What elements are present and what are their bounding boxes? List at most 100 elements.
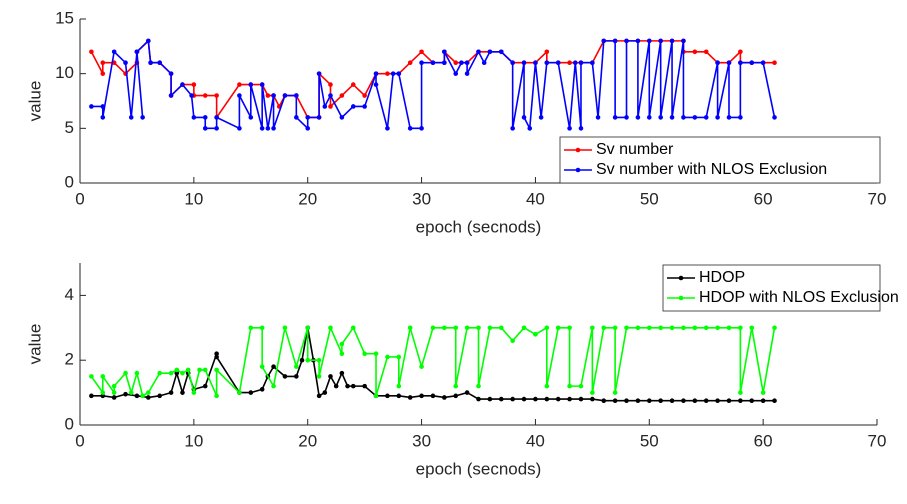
series-marker — [282, 325, 288, 331]
series-marker — [612, 38, 618, 44]
series-marker — [322, 390, 328, 395]
series-marker — [669, 398, 675, 404]
series-marker — [385, 393, 390, 399]
series-marker — [202, 383, 208, 389]
series-marker — [464, 60, 470, 66]
legend-marker — [678, 295, 684, 301]
series-marker — [316, 357, 322, 363]
series-marker — [396, 393, 402, 399]
series-marker — [646, 398, 652, 404]
series-marker — [646, 325, 652, 331]
series-marker — [510, 60, 515, 66]
series-marker — [481, 60, 487, 66]
series-marker — [271, 93, 276, 98]
series-marker — [168, 71, 174, 76]
series-marker — [590, 390, 595, 395]
series-marker — [322, 104, 328, 109]
series-marker — [612, 115, 618, 120]
series-marker — [453, 71, 459, 76]
legend: HDOP HDOP with NLOS Exclusion — [662, 264, 899, 312]
series-marker — [89, 374, 94, 379]
series-marker — [248, 325, 254, 331]
series-marker — [715, 325, 720, 331]
series-marker — [146, 390, 151, 395]
series-marker — [373, 71, 379, 76]
series-marker — [111, 390, 117, 395]
y-axis-label: value — [25, 81, 44, 122]
series-marker — [572, 60, 578, 66]
series-marker — [214, 115, 219, 120]
series-marker — [328, 93, 333, 98]
series-marker — [567, 383, 572, 389]
series-marker — [601, 325, 607, 331]
series-marker — [157, 370, 162, 376]
x-tick-label: 30 — [412, 189, 431, 208]
series-marker — [328, 104, 333, 109]
series-marker — [738, 60, 743, 66]
series-marker — [271, 126, 276, 131]
series-marker — [350, 325, 356, 331]
series-marker — [385, 354, 390, 360]
series-marker — [453, 60, 459, 66]
series-marker — [715, 115, 720, 120]
series-marker — [635, 38, 641, 44]
series-marker — [328, 374, 333, 379]
x-tick-label: 40 — [526, 189, 545, 208]
series-marker — [578, 396, 584, 402]
series-marker — [265, 126, 271, 131]
series-marker — [646, 115, 652, 120]
series-marker — [407, 126, 413, 131]
series-marker — [362, 351, 367, 357]
series-marker — [339, 115, 345, 120]
series-marker — [111, 49, 117, 55]
series-marker — [316, 393, 322, 399]
y-tick-label: 5 — [65, 118, 74, 137]
series-marker — [174, 367, 180, 373]
series-marker — [749, 60, 755, 66]
series-marker — [738, 115, 743, 120]
x-tick-label: 60 — [754, 431, 773, 450]
series-marker — [214, 351, 219, 357]
series-marker — [669, 115, 675, 120]
series-marker — [567, 60, 572, 66]
series-marker — [521, 325, 527, 331]
series-marker — [476, 325, 481, 331]
series-marker — [601, 38, 607, 44]
series-marker — [168, 93, 174, 98]
series-marker — [749, 398, 755, 404]
series-marker — [202, 126, 208, 131]
series-marker — [385, 126, 390, 131]
series-marker — [100, 393, 106, 399]
series-marker — [148, 60, 153, 66]
series-marker — [726, 398, 732, 404]
series-marker — [168, 390, 174, 395]
legend-box — [662, 264, 881, 312]
series-marker — [180, 82, 185, 87]
series-marker — [89, 104, 94, 109]
series-marker — [299, 357, 305, 363]
series-marker — [459, 60, 464, 66]
series-marker — [294, 115, 299, 120]
series-marker — [140, 393, 145, 399]
series-marker — [128, 390, 134, 395]
series-marker — [772, 398, 777, 404]
series-marker — [567, 396, 572, 402]
series-marker — [157, 60, 162, 66]
series-marker — [692, 49, 698, 55]
series-marker — [544, 60, 550, 66]
x-tick-label: 10 — [184, 431, 203, 450]
series-marker — [191, 82, 197, 87]
series-marker — [527, 126, 533, 131]
series-marker — [373, 351, 379, 357]
x-tick-label: 10 — [184, 189, 203, 208]
series-marker — [390, 71, 396, 76]
series-marker — [476, 383, 481, 389]
series-marker — [726, 325, 732, 331]
series-marker — [442, 49, 447, 55]
series-marker — [265, 93, 271, 98]
series-marker — [538, 115, 544, 120]
series-marker — [624, 398, 629, 404]
x-tick-label: 40 — [526, 431, 545, 450]
series-marker — [703, 398, 709, 404]
